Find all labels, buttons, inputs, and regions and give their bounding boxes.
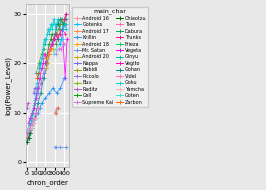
X-axis label: chron_order: chron_order xyxy=(26,179,68,186)
Y-axis label: log(Power_Level): log(Power_Level) xyxy=(4,56,11,115)
Legend: Android 16, Gotenks, Android 17, Krillin, Android 18, Mr. Satan, Android 20, Nap: Android 16, Gotenks, Android 17, Krillin… xyxy=(72,7,148,107)
